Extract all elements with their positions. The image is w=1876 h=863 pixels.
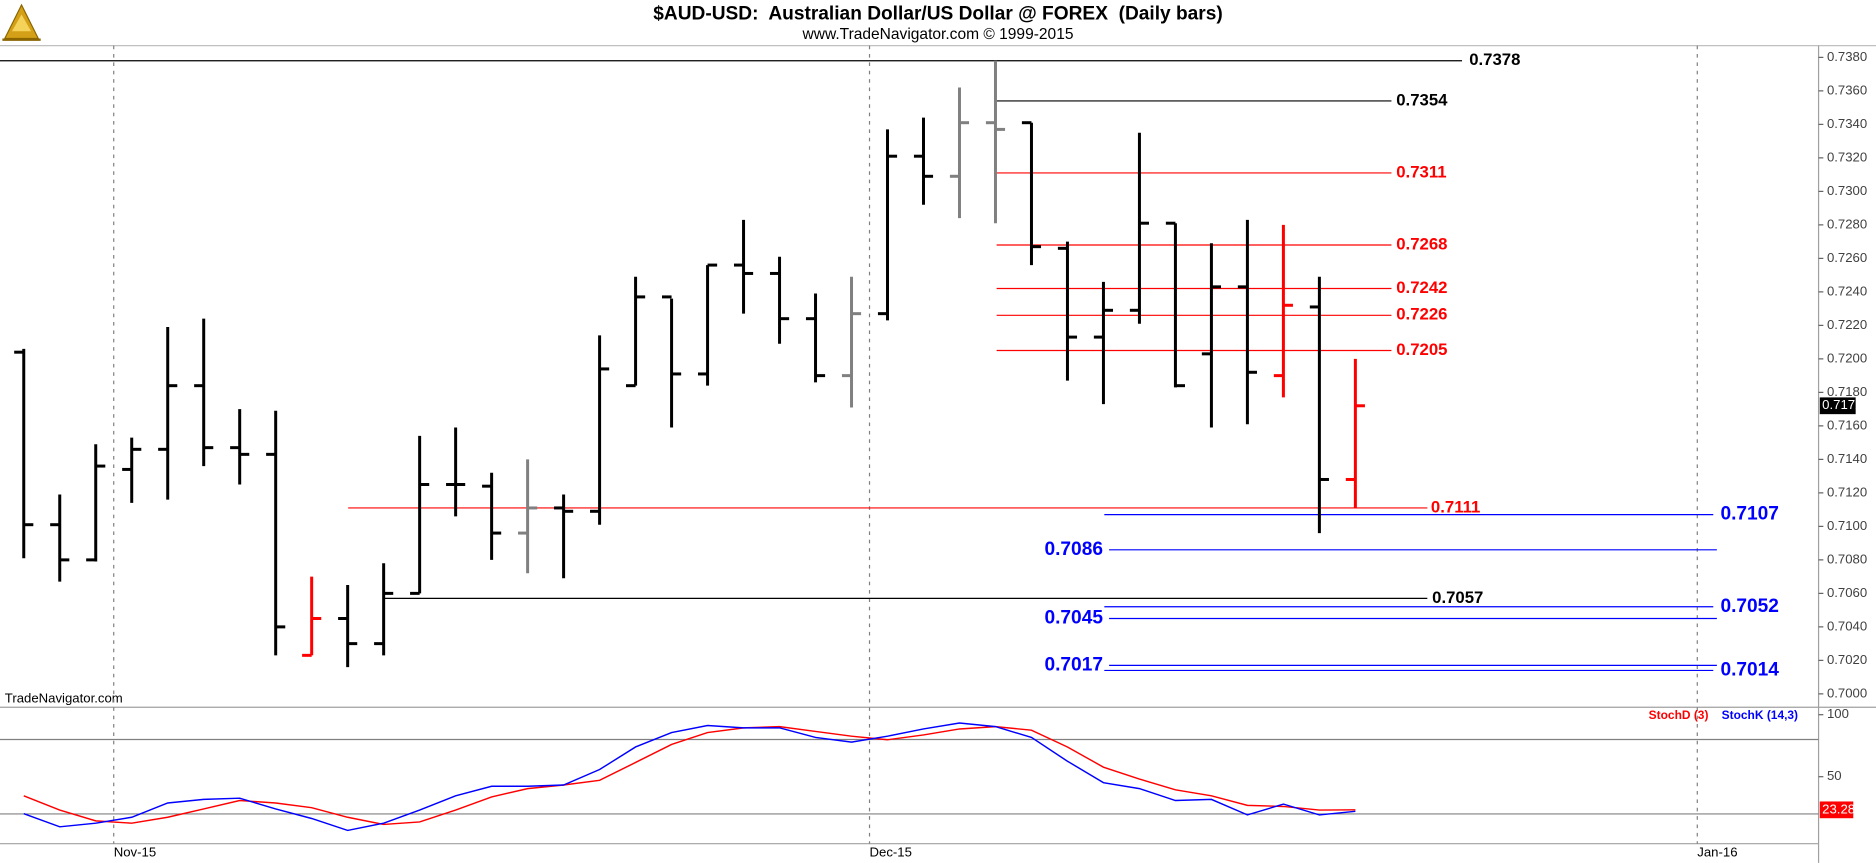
x-tick-label: Nov-15	[114, 845, 156, 860]
chart-subtitle: www.TradeNavigator.com © 1999-2015	[802, 26, 1074, 43]
last-price-box	[1819, 397, 1856, 415]
level-label: 0.7378	[1469, 50, 1520, 69]
y-tick-label: 0.7120	[1827, 484, 1867, 499]
logo	[2, 3, 41, 41]
y-tick-label: 0.7220	[1827, 317, 1867, 332]
level-label: 0.7017	[1044, 654, 1103, 675]
y-tick-label: 0.7200	[1827, 350, 1867, 365]
level-label: 0.7014	[1720, 659, 1779, 680]
last-value-label: 23.28	[1822, 801, 1855, 816]
y-tick-label: 0.7280	[1827, 216, 1867, 231]
y-tick-label: 0.7360	[1827, 82, 1867, 97]
y-tick-label: 0.7100	[1827, 518, 1867, 533]
level-label: 0.7226	[1396, 305, 1447, 324]
legend-entry: StochD (3)	[1649, 708, 1709, 722]
level-label: 0.7107	[1720, 504, 1779, 525]
y-tick-label: 0.7380	[1827, 49, 1867, 64]
x-tick-label: Dec-15	[870, 845, 912, 860]
y-tick-label: 0.7080	[1827, 551, 1867, 566]
watermark: TradeNavigator.com	[5, 690, 123, 705]
y-tick-label: 100	[1827, 706, 1849, 721]
logo-shape	[11, 14, 32, 32]
y-tick-label: 0.7240	[1827, 283, 1867, 298]
y-tick-label: 50	[1827, 768, 1842, 783]
y-tick-label: 0.7140	[1827, 451, 1867, 466]
legend-entry: StochK (14,3)	[1722, 708, 1798, 722]
y-tick-label: 0.7160	[1827, 417, 1867, 432]
level-label: 0.7242	[1396, 278, 1447, 297]
stoch-line	[23, 725, 1356, 826]
y-tick-label: 0.7260	[1827, 250, 1867, 265]
level-label: 0.7057	[1432, 588, 1483, 607]
last-value-box	[1819, 801, 1854, 819]
y-tick-label: 0.7180	[1827, 384, 1867, 399]
level-label: 0.7354	[1396, 90, 1448, 109]
y-tick-label: 0.7340	[1827, 116, 1867, 131]
level-label: 0.7111	[1431, 497, 1480, 516]
level-label: 0.7052	[1720, 596, 1779, 617]
level-label: 0.7086	[1044, 539, 1103, 560]
y-tick-label: 0.7060	[1827, 585, 1867, 600]
y-tick-label: 0.7000	[1827, 685, 1867, 700]
x-tick-label: Jan-16	[1697, 845, 1737, 860]
y-tick-label: 0.7020	[1827, 652, 1867, 667]
last-price-label: 0.7172	[1822, 397, 1862, 412]
level-label: 0.7268	[1396, 234, 1447, 253]
y-tick-label: 0.7300	[1827, 183, 1867, 198]
level-label: 0.7311	[1396, 162, 1446, 181]
level-label: 0.7205	[1396, 340, 1447, 359]
level-label: 0.7045	[1044, 608, 1103, 629]
stoch-line	[23, 722, 1356, 832]
y-tick-label: 0.7040	[1827, 618, 1867, 633]
y-tick-label: 0.7320	[1827, 149, 1867, 164]
chart-title: $AUD-USD: Australian Dollar/US Dollar @ …	[653, 4, 1222, 25]
